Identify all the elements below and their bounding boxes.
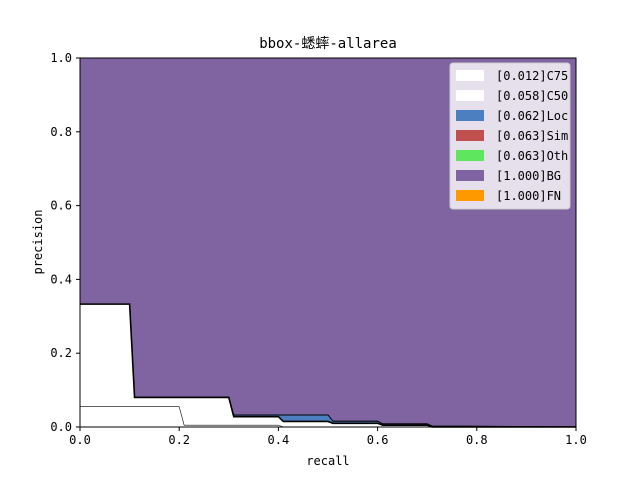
legend-label: [0.012]C75 bbox=[496, 69, 568, 83]
legend-label: [1.000]BG bbox=[496, 169, 561, 183]
x-tick-label: 0.4 bbox=[268, 433, 290, 447]
legend-swatch bbox=[456, 90, 484, 101]
y-tick-label: 0.0 bbox=[50, 420, 72, 434]
legend-swatch bbox=[456, 170, 484, 181]
x-axis-ticks: 0.0 0.2 0.4 0.6 0.8 1.0 bbox=[69, 427, 587, 447]
legend-label: [0.063]Oth bbox=[496, 149, 568, 163]
x-tick-label: 0.8 bbox=[466, 433, 488, 447]
legend-label: [1.000]FN bbox=[496, 189, 561, 203]
y-tick-label: 1.0 bbox=[50, 51, 72, 65]
x-tick-label: 0.2 bbox=[168, 433, 190, 447]
legend-swatch bbox=[456, 150, 484, 161]
x-tick-label: 1.0 bbox=[565, 433, 587, 447]
x-tick-label: 0.6 bbox=[367, 433, 389, 447]
legend-swatch bbox=[456, 110, 484, 121]
x-tick-label: 0.0 bbox=[69, 433, 91, 447]
y-tick-label: 0.8 bbox=[50, 125, 72, 139]
legend-label: [0.063]Sim bbox=[496, 129, 568, 143]
legend-label: [0.058]C50 bbox=[496, 89, 568, 103]
legend-label: [0.062]Loc bbox=[496, 109, 568, 123]
x-axis-label: recall bbox=[306, 454, 349, 468]
area-0-012-c75 bbox=[80, 406, 576, 427]
y-tick-label: 0.2 bbox=[50, 346, 72, 360]
plot-frame bbox=[79, 57, 577, 428]
y-tick-label: 0.6 bbox=[50, 199, 72, 213]
legend-swatch bbox=[456, 70, 484, 81]
legend: [0.012]C75 [0.058]C50 [0.062]Loc [0.063]Sim… bbox=[449, 62, 571, 210]
chart-title: bbox-蟋蟀-allarea bbox=[259, 36, 397, 52]
y-tick-label: 0.4 bbox=[50, 272, 72, 286]
line-0-058-c50 bbox=[80, 303, 576, 428]
legend-swatch bbox=[456, 190, 484, 201]
legend-swatch bbox=[456, 130, 484, 141]
y-axis-ticks: 0.0 0.2 0.4 0.6 0.8 1.0 bbox=[50, 51, 80, 434]
y-axis-label: precision bbox=[31, 209, 45, 274]
